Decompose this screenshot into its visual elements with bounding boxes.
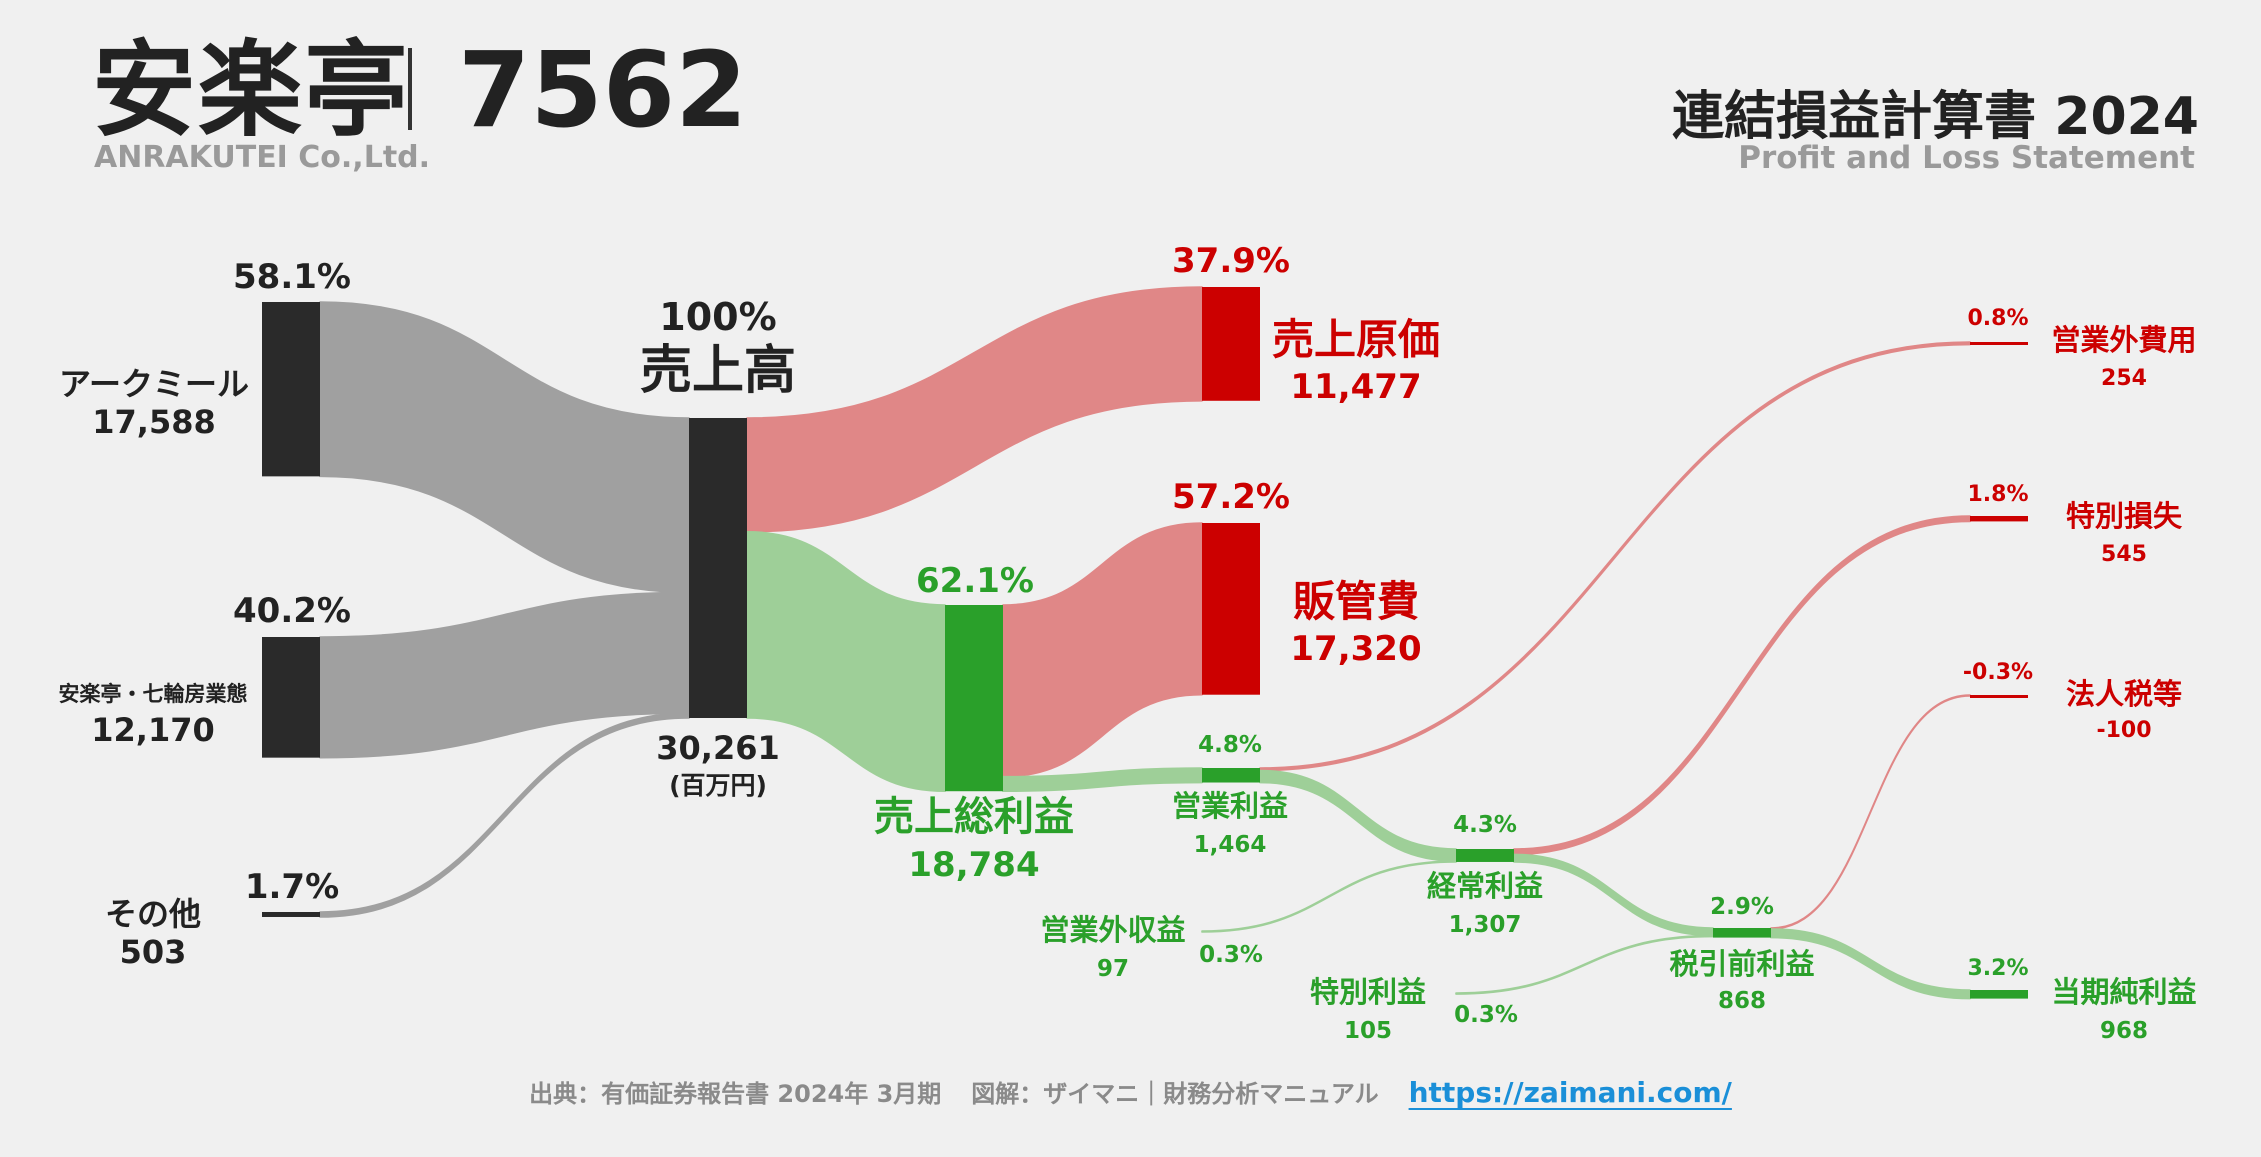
title-separator (408, 48, 412, 130)
net-value: 968 (2099, 1018, 2149, 1044)
node-extra_loss (1970, 516, 2028, 522)
gross-pct: 62.1% (916, 561, 1034, 601)
tax-pct: -0.3% (1962, 660, 2034, 685)
extra-gain-pct: 0.3% (1454, 1002, 1518, 1028)
pretax-label: 税引前利益 (1669, 947, 1815, 981)
seg1-value: 17,588 (92, 403, 216, 441)
seg2-label: 安楽亭・七輪房業態 (58, 682, 248, 706)
flow-pretax-to-tax (1770, 694, 1971, 930)
extra-loss-label: 特別損失 (2065, 499, 2183, 533)
net-pct: 3.2% (1967, 956, 2029, 981)
flow-ordinary-to-pretax (1513, 853, 1714, 937)
flow-ordinary-to-extra_loss (1513, 515, 1971, 856)
report-subtitle: Profit and Loss Statement (1738, 140, 2195, 176)
sga-value: 17,320 (1290, 629, 1422, 669)
cogs-pct: 37.9% (1172, 241, 1290, 281)
footer: 出典：有価証券報告書 2024年 3月期 図解：ザイマニ｜財務分析マニュアル htt… (0, 1074, 2261, 1109)
seg3-value: 503 (119, 933, 187, 971)
gross-value: 18,784 (908, 845, 1040, 885)
sankey-flows (319, 286, 1971, 1000)
footer-link[interactable]: https://zaimani.com/ (1408, 1076, 1732, 1109)
nonop-exp-value: 254 (2101, 366, 2147, 391)
ordinary-pct: 4.3% (1453, 812, 1517, 838)
tax-label: 法人税等 (2065, 677, 2183, 711)
extra-loss-pct: 1.8% (1967, 482, 2029, 507)
sga-pct: 57.2% (1172, 477, 1290, 517)
nonop-inc-value: 97 (1096, 956, 1130, 982)
nonop-exp-label: 営業外費用 (2051, 323, 2197, 357)
seg2-value: 12,170 (91, 711, 215, 749)
ticker-code: 7562 (458, 29, 748, 151)
tax-value: -100 (2096, 718, 2152, 743)
node-revenue (689, 418, 747, 718)
flow-seg2-to-revenue (319, 591, 690, 759)
extra-loss-value: 545 (2101, 542, 2147, 567)
node-net (1970, 990, 2028, 999)
revenue-value: 30,261 (656, 729, 780, 767)
extra-gain-label: 特別利益 (1309, 975, 1427, 1009)
flow-seg1-to-revenue (319, 301, 690, 594)
footer-credit: 図解：ザイマニ｜財務分析マニュアル (971, 1080, 1379, 1108)
footer-source: 出典：有価証券報告書 2024年 3月期 (529, 1080, 942, 1108)
flow-gross-to-op (1002, 767, 1203, 793)
cogs-value: 11,477 (1290, 367, 1422, 407)
op-pct: 4.8% (1198, 732, 1262, 758)
node-tax (1970, 695, 2028, 698)
net-label: 当期純利益 (2051, 975, 2197, 1009)
nonop-inc-label: 営業外収益 (1040, 913, 1186, 947)
company-name: 安楽亭 (92, 29, 411, 151)
sga-label: 販管費 (1292, 577, 1420, 626)
sankey-nodes (262, 287, 2028, 999)
flow-nonop_inc-to-ordinary (1201, 860, 1457, 933)
op-value: 1,464 (1193, 832, 1267, 858)
company-name-en: ANRAKUTEI Co.,Ltd. (94, 140, 431, 175)
ordinary-value: 1,307 (1448, 912, 1522, 938)
seg1-label: アークミール (58, 365, 250, 403)
seg3-label: その他 (104, 895, 202, 933)
node-gross (945, 605, 1003, 792)
node-seg2 (262, 637, 320, 758)
pretax-pct: 2.9% (1710, 894, 1774, 920)
revenue-unit: (百万円) (669, 771, 767, 800)
extra-gain-value: 105 (1343, 1018, 1393, 1044)
node-nonop_exp (1970, 342, 2028, 345)
cogs-label: 売上原価 (1271, 315, 1441, 364)
seg2-pct: 40.2% (233, 591, 351, 631)
pretax-value: 868 (1717, 988, 1767, 1014)
node-op (1202, 768, 1260, 783)
seg3-pct: 1.7% (244, 867, 340, 907)
ordinary-label: 経常利益 (1426, 869, 1544, 903)
revenue-pct: 100% (659, 295, 777, 339)
nonop-exp-pct: 0.8% (1967, 306, 2029, 331)
op-label: 営業利益 (1171, 789, 1289, 823)
flow-op-to-ordinary (1259, 769, 1457, 862)
gross-label: 売上総利益 (874, 794, 1074, 840)
revenue-label: 売上高 (639, 341, 797, 401)
node-seg3 (262, 912, 320, 917)
nonop-inc-pct: 0.3% (1199, 942, 1263, 968)
flow-revenue-to-cogs (746, 286, 1203, 533)
node-ordinary (1456, 849, 1514, 862)
node-cogs (1202, 287, 1260, 401)
report-title: 連結損益計算書 2024 (1672, 87, 2199, 147)
node-sga (1202, 523, 1260, 695)
seg1-pct: 58.1% (233, 257, 351, 297)
flow-revenue-to-gross (746, 530, 946, 793)
node-seg1 (262, 302, 320, 477)
node-pretax (1713, 928, 1771, 938)
